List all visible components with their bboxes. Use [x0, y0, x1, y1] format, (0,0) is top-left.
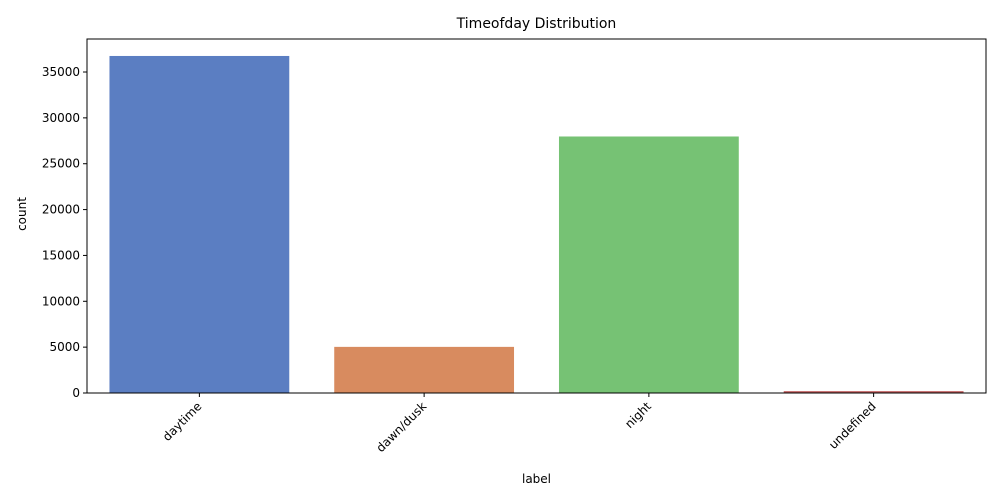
bar-daytime — [109, 55, 290, 393]
chart-title: Timeofday Distribution — [456, 16, 617, 32]
y-tick-label: 15000 — [42, 248, 80, 262]
x-axis: daytime dawn/dusk night undefined — [160, 393, 879, 455]
x-tick-label: night — [622, 399, 654, 431]
x-axis-label: label — [522, 472, 551, 486]
bar-dawn-dusk — [334, 346, 515, 393]
bars-group — [109, 55, 964, 394]
x-tick-label: dawn/dusk — [373, 399, 429, 455]
y-tick-label: 35000 — [42, 65, 80, 79]
x-tick-label: daytime — [160, 399, 205, 444]
y-tick-label: 5000 — [49, 340, 80, 354]
bar-undefined — [783, 391, 964, 393]
bar-night — [558, 136, 739, 394]
y-tick-label: 20000 — [42, 203, 80, 217]
y-tick-label: 25000 — [42, 157, 80, 171]
y-axis-label: count — [15, 197, 29, 231]
y-tick-label: 30000 — [42, 111, 80, 125]
y-axis: 0 5000 10000 15000 20000 25000 30000 35000 — [42, 65, 87, 400]
plot-frame — [86, 38, 987, 394]
y-tick-label: 0 — [72, 386, 80, 400]
y-tick-label: 10000 — [42, 294, 80, 308]
x-tick-label: undefined — [826, 399, 879, 452]
